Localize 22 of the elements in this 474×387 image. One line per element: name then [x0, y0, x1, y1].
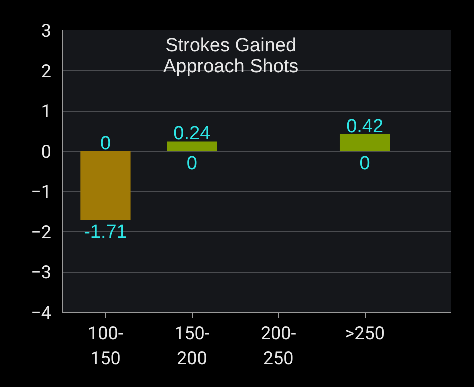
text: Strokes Gained Approach Shots [163, 36, 299, 78]
bar [80, 151, 131, 220]
y-tick-label: −2 [31, 222, 52, 244]
x-tick-label: 150-200 [174, 324, 210, 370]
data-label: 0 [360, 153, 370, 174]
x-tick-label: >250 [345, 324, 385, 344]
bar [340, 134, 390, 152]
x-tick-label: 100-150 [88, 324, 124, 370]
y-tick-label: 2 [41, 61, 52, 82]
data-label: 0 [100, 133, 112, 154]
data-label: 0.24 [174, 124, 212, 145]
y-tick-label: 3 [41, 21, 52, 42]
x-tick-label: 200-250 [260, 324, 296, 370]
y-tick-label: −1 [31, 182, 52, 204]
data-label: 0 [186, 153, 198, 174]
data-label: -1.71 [84, 222, 128, 244]
y-tick-label: 1 [41, 102, 52, 123]
y-tick-label: −3 [31, 262, 52, 284]
y-tick-label: −4 [31, 303, 52, 324]
data-label: 0.42 [346, 116, 384, 138]
y-tick-label: 0 [41, 142, 52, 163]
bar [167, 142, 218, 152]
